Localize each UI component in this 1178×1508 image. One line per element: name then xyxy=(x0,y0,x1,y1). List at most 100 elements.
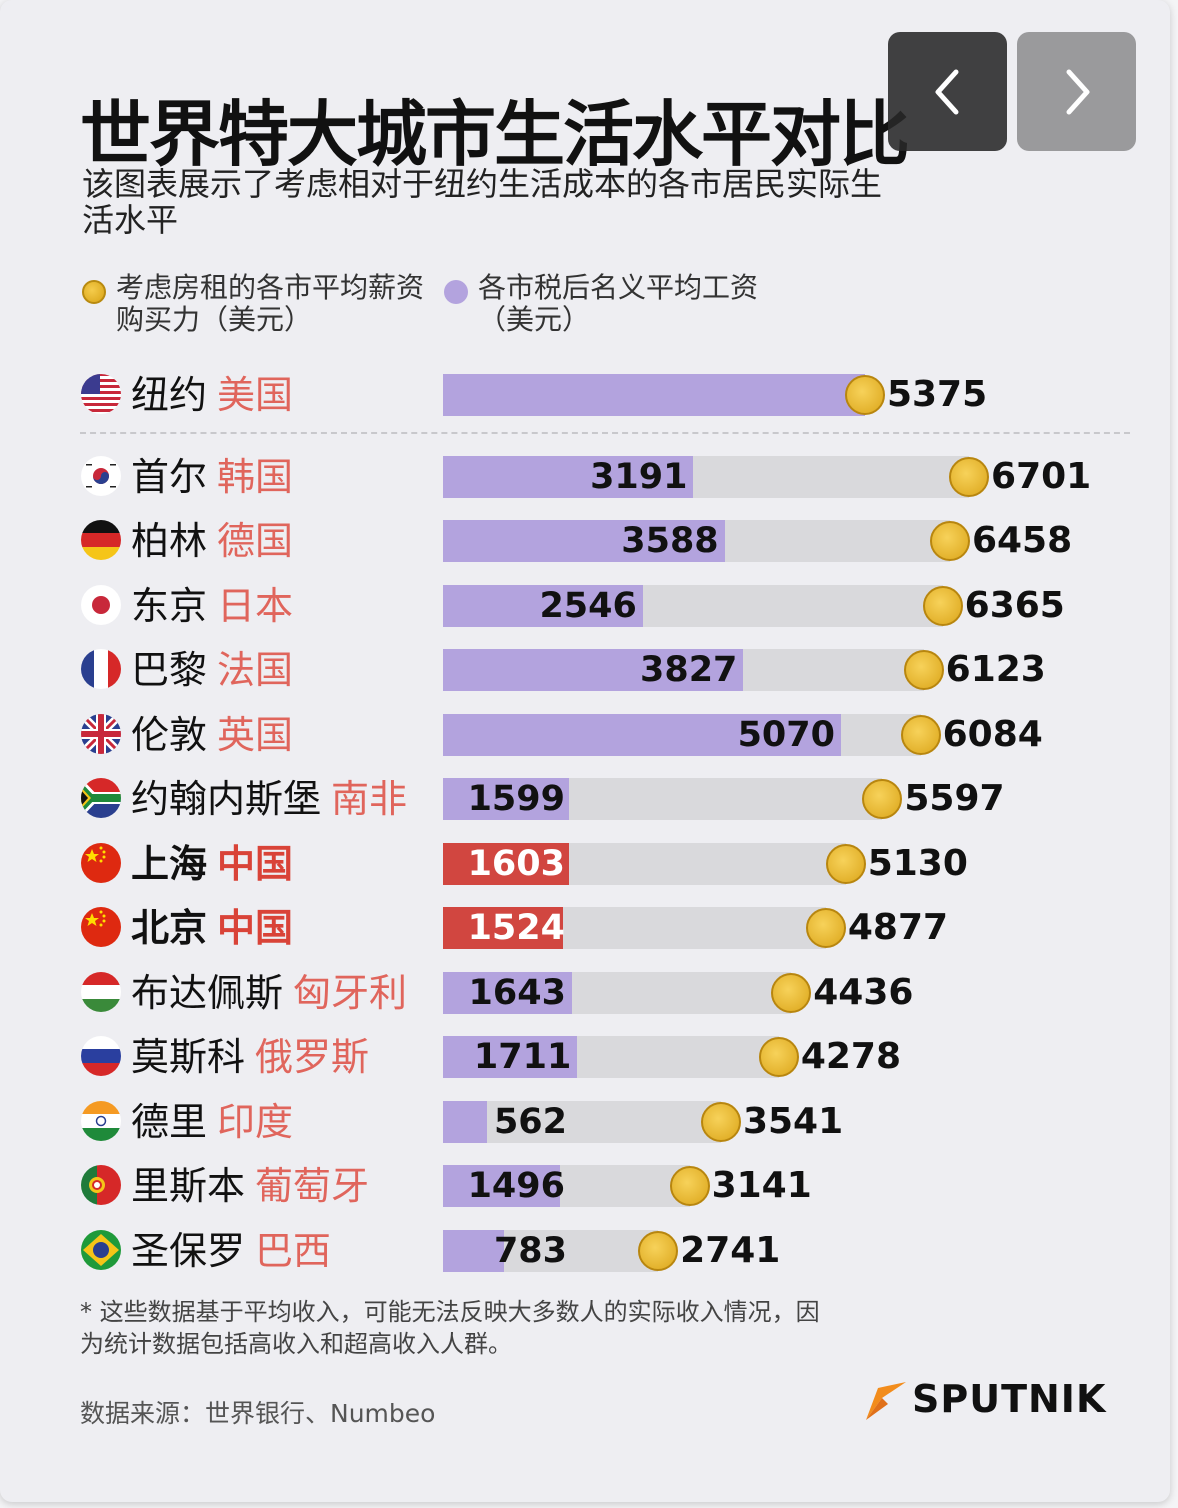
chart-row: 上海 中国 1603 5130 xyxy=(0,842,1170,886)
city-name: 巴黎 xyxy=(131,648,208,692)
purchasing-power-coin-icon xyxy=(669,1166,710,1206)
page-subtitle: 该图表展示了考虑相对于纽约生活成本的各市居民实际生活水平 xyxy=(82,165,883,239)
chart-row: 东京 日本 2546 6365 xyxy=(0,584,1170,628)
purchasing-power-value: 3541 xyxy=(742,1101,844,1142)
country-name: 俄罗斯 xyxy=(255,1035,370,1079)
chart-row: 圣保罗 巴西 783 2741 xyxy=(0,1229,1170,1273)
nominal-wage-bar xyxy=(443,1036,578,1078)
nominal-wage-bar xyxy=(443,1165,561,1207)
city-name: 北京 xyxy=(131,906,208,950)
country-name: 中国 xyxy=(217,842,294,886)
flag-za-icon xyxy=(81,778,121,818)
country-name: 南非 xyxy=(331,777,408,821)
city-label: 北京 中国 xyxy=(131,906,293,950)
city-name: 东京 xyxy=(131,584,208,628)
legend-purchasing-power: 考虑房租的各市平均薪资购买力（美元） xyxy=(82,272,436,336)
city-label: 约翰内斯堡 南非 xyxy=(131,777,407,821)
city-label: 纽约 美国 xyxy=(131,373,293,417)
country-name: 英国 xyxy=(217,713,294,757)
nominal-wage-value: 783 xyxy=(493,1231,567,1271)
flag-gb-icon xyxy=(81,714,121,754)
city-label: 东京 日本 xyxy=(131,584,293,628)
sputnik-logo: SPUTNIK xyxy=(862,1376,1106,1422)
country-name: 葡萄牙 xyxy=(255,1164,370,1208)
purchasing-power-coin-icon xyxy=(700,1102,741,1142)
nominal-wage-value: 2546 xyxy=(539,586,637,626)
page-title: 世界特大城市生活水平对比 xyxy=(80,93,910,176)
purchasing-power-coin-icon xyxy=(903,650,944,690)
legend-label-purchasing-power: 考虑房租的各市平均薪资购买力（美元） xyxy=(116,271,425,336)
purchasing-power-coin-icon xyxy=(638,1231,679,1271)
nominal-wage-value: 1599 xyxy=(467,779,565,819)
country-name: 法国 xyxy=(217,648,294,692)
nominal-wage-value: 3191 xyxy=(590,457,688,497)
country-name: 中国 xyxy=(217,906,294,950)
purchasing-power-value: 6123 xyxy=(945,649,1046,690)
flag-ru-icon xyxy=(81,1036,121,1076)
city-name: 圣保罗 xyxy=(131,1229,246,1273)
nominal-wage-value: 1711 xyxy=(473,1037,572,1077)
next-button[interactable] xyxy=(1017,32,1136,151)
city-label: 德里 印度 xyxy=(131,1100,293,1144)
flag-de-icon xyxy=(81,520,121,560)
city-name: 莫斯科 xyxy=(131,1035,246,1079)
nominal-wage-bar xyxy=(443,585,643,627)
nominal-wage-bar xyxy=(443,907,563,949)
country-name: 匈牙利 xyxy=(293,971,408,1015)
chart-row: 首尔 韩国 3191 6701 xyxy=(0,455,1170,499)
flag-fr-icon xyxy=(81,649,121,689)
flag-cn-icon xyxy=(81,843,121,883)
purchasing-power-coin-icon xyxy=(805,908,846,948)
chart-row: 德里 印度 562 3541 xyxy=(0,1100,1170,1144)
purchasing-power-coin-icon xyxy=(844,375,885,415)
purchasing-power-value: 6084 xyxy=(942,714,1043,755)
nominal-wage-bar xyxy=(443,1230,505,1272)
purchasing-power-coin-icon xyxy=(758,1037,799,1077)
nominal-wage-bar xyxy=(443,843,569,885)
city-label: 柏林 德国 xyxy=(131,519,293,563)
footnote: * 这些数据基于平均收入，可能无法反映大多数人的实际收入情况，因为统计数据包括高… xyxy=(80,1298,820,1358)
nominal-wage-value: 562 xyxy=(493,1102,567,1142)
flag-kr-icon xyxy=(81,456,121,496)
purchasing-power-coin-icon xyxy=(900,715,941,755)
purchasing-power-value: 5597 xyxy=(904,778,1005,819)
purchasing-power-value: 4436 xyxy=(813,972,914,1013)
flag-hu-icon xyxy=(81,972,121,1012)
chart-row: 北京 中国 1524 4877 xyxy=(0,906,1170,950)
nominal-wage-bar xyxy=(443,456,694,498)
nominal-wage-bar xyxy=(443,649,744,691)
country-name: 日本 xyxy=(217,584,294,628)
nominal-wage-value: 3588 xyxy=(621,521,719,561)
previous-button[interactable] xyxy=(888,32,1007,151)
purple-dot-legend-icon xyxy=(444,280,468,304)
legend-label-nominal-wage: 各市税后名义平均工资（美元） xyxy=(478,271,759,336)
city-label: 上海 中国 xyxy=(131,842,293,886)
flag-cn-icon xyxy=(81,907,121,947)
country-name: 印度 xyxy=(217,1100,294,1144)
city-label: 巴黎 法国 xyxy=(131,648,293,692)
city-name: 里斯本 xyxy=(131,1164,246,1208)
nominal-wage-value: 1643 xyxy=(468,973,566,1013)
city-name: 上海 xyxy=(131,842,208,886)
city-name: 纽约 xyxy=(131,373,208,417)
nominal-wage-bar xyxy=(443,374,865,416)
purchasing-power-track xyxy=(443,1101,721,1143)
city-name: 伦敦 xyxy=(131,713,208,757)
purchasing-power-value: 5375 xyxy=(886,374,988,415)
flag-br-icon xyxy=(81,1230,121,1270)
purchasing-power-value: 4877 xyxy=(847,907,949,948)
flag-jp-icon xyxy=(81,585,121,625)
purchasing-power-value: 2741 xyxy=(680,1230,781,1271)
purchasing-power-coin-icon xyxy=(949,457,990,497)
chart-row: 巴黎 法国 3827 6123 xyxy=(0,648,1170,692)
city-label: 伦敦 英国 xyxy=(131,713,293,757)
purchasing-power-value: 6458 xyxy=(971,520,1073,561)
city-name: 柏林 xyxy=(131,519,208,563)
city-name: 布达佩斯 xyxy=(131,971,284,1015)
flag-in-icon xyxy=(81,1101,121,1141)
country-name: 巴西 xyxy=(255,1229,332,1273)
chevron-left-icon xyxy=(935,69,958,114)
data-source: 数据来源：世界银行、Numbeo xyxy=(80,1399,436,1428)
city-label: 首尔 韩国 xyxy=(131,455,293,499)
chevron-right-icon xyxy=(1066,69,1089,114)
